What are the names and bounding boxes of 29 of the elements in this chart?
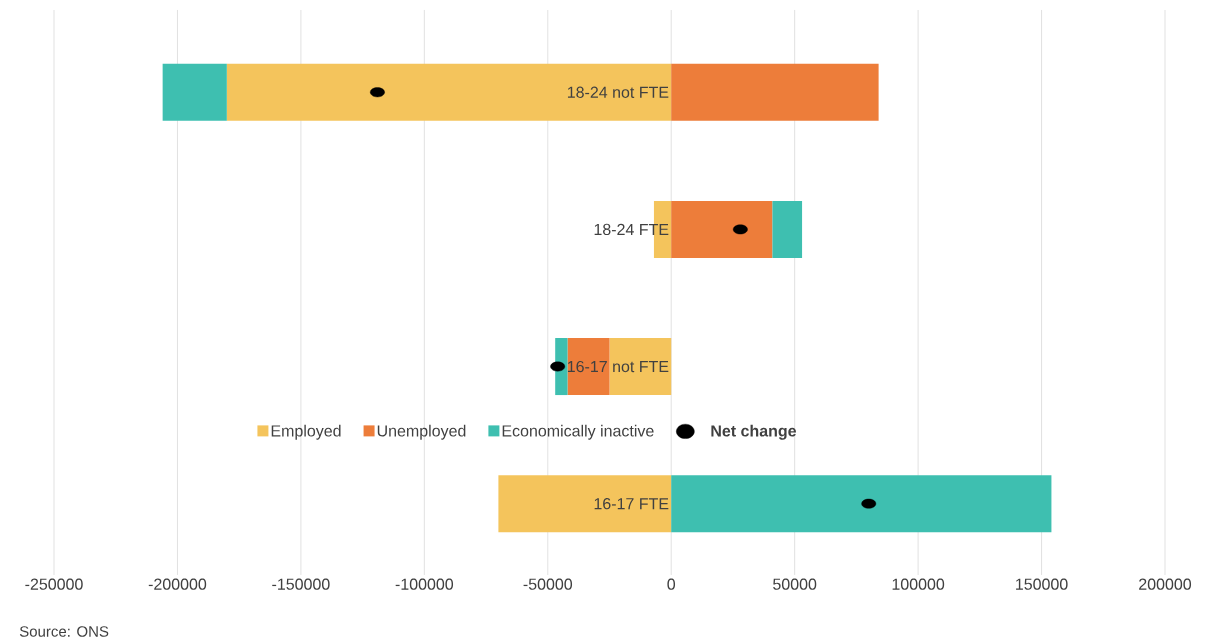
bar: [772, 200, 803, 258]
bar: [498, 475, 672, 533]
x-tick-label: -150000: [272, 578, 330, 590]
bar: [609, 338, 672, 396]
legend-label: Net change: [711, 424, 797, 440]
y-tick-label: 16-17 FTE: [594, 498, 669, 510]
x-tick-label: 50000: [773, 578, 817, 590]
point: [370, 87, 385, 98]
bar: [671, 475, 1052, 533]
source-note: Source: ONS: [19, 626, 109, 637]
x-tick-label: 200000: [1139, 578, 1192, 590]
point: [733, 224, 748, 235]
bar: [671, 63, 879, 121]
x-tick-label: -250000: [25, 578, 83, 590]
x-tick-label: -100000: [395, 578, 454, 590]
bar: [226, 63, 672, 121]
x-tick-label: -200000: [148, 578, 207, 590]
legend-label: Employed: [271, 424, 341, 440]
x-tick-label: 0: [667, 578, 676, 590]
x-tick-label: 100000: [892, 578, 945, 590]
x-tick-label: 150000: [1016, 578, 1068, 590]
legend-label: Economically inactive: [502, 424, 654, 440]
bar: [162, 63, 227, 121]
y-tick-label: 16-17 not FTE: [567, 360, 669, 373]
bar: [671, 200, 773, 258]
x-tick-label: -50000: [523, 578, 573, 590]
bar: [567, 338, 610, 396]
y-tick-label: 18-24 not FTE: [567, 86, 669, 98]
legend-label: Unemployed: [377, 424, 466, 440]
